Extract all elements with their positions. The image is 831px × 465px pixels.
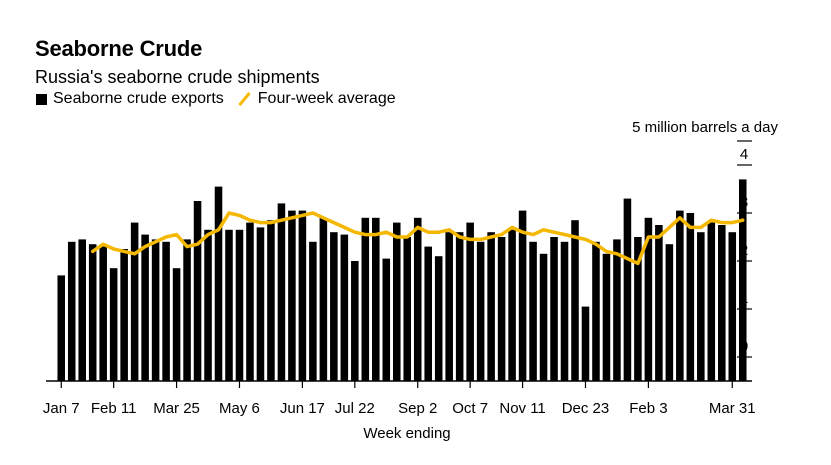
x-tick-label-1: Feb 11 <box>91 400 137 417</box>
y-tick-label-4: 4 <box>740 146 748 163</box>
x-tick-label-3: May 6 <box>219 400 260 417</box>
x-tick-label-2: Mar 25 <box>153 400 200 417</box>
bar-65 <box>738 179 747 381</box>
x-axis-title: Week ending <box>363 425 450 442</box>
bar-61 <box>697 232 705 381</box>
bar-38 <box>455 232 464 381</box>
bar-24 <box>309 241 317 381</box>
bar-6 <box>120 249 128 381</box>
bar-22 <box>288 210 296 381</box>
bar-60 <box>686 213 695 381</box>
bar-23 <box>298 210 307 381</box>
bar-7 <box>130 222 139 381</box>
bar-25 <box>319 217 328 381</box>
bar-39 <box>466 222 474 381</box>
bar-64 <box>728 232 737 381</box>
bar-27 <box>340 234 349 381</box>
x-tick-label-5: Jul 22 <box>335 400 375 417</box>
bar-15 <box>214 186 223 381</box>
bar-42 <box>497 237 506 381</box>
legend-bar-swatch <box>36 93 47 105</box>
bar-18 <box>246 222 254 381</box>
bar-57 <box>655 225 663 381</box>
bar-16 <box>225 229 233 381</box>
legend: Seaborne crude exports Four-week average <box>36 90 396 108</box>
bar-5 <box>109 268 118 381</box>
legend-label-average: Four-week average <box>257 90 396 107</box>
bar-52 <box>602 253 611 381</box>
legend-item-exports: Seaborne crude exports <box>36 90 224 108</box>
bar-50 <box>581 306 590 381</box>
bar-21 <box>277 203 286 381</box>
bar-35 <box>424 246 432 381</box>
y-tick-label-1: 1 <box>740 290 748 307</box>
bar-47 <box>550 237 558 381</box>
bar-29 <box>361 217 370 381</box>
chart-title: Seaborne Crude <box>35 36 203 61</box>
x-tick-label-8: Nov 11 <box>499 400 545 417</box>
bar-9 <box>151 239 160 381</box>
bar-54 <box>623 198 632 381</box>
bar-8 <box>141 234 149 381</box>
bar-63 <box>718 225 726 381</box>
bar-49 <box>571 220 579 381</box>
x-tick-label-11: Mar 31 <box>709 400 756 417</box>
bar-3 <box>88 244 97 381</box>
bar-12 <box>183 239 191 381</box>
bar-30 <box>372 217 380 381</box>
bar-20 <box>267 220 275 381</box>
legend-label-exports: Seaborne crude exports <box>53 90 224 107</box>
y-tick-label-2: 2 <box>740 242 748 259</box>
bar-32 <box>392 222 401 381</box>
bar-13 <box>193 201 202 381</box>
bar-62 <box>707 222 716 381</box>
bars-group <box>57 179 747 381</box>
axes-group: Jan 7 Feb 11 Mar 25 May 6 Jun 17 Jul 22 Sep 2 O… <box>43 119 779 442</box>
bar-34 <box>413 217 422 381</box>
x-tick-label-4: Jun 17 <box>280 400 325 417</box>
bar-0 <box>57 275 66 381</box>
x-tick-label-10: Feb 3 <box>629 400 667 417</box>
bar-2 <box>78 239 86 381</box>
bar-48 <box>560 241 569 381</box>
bar-59 <box>676 210 684 381</box>
x-tick-label-6: Sep 2 <box>398 400 437 417</box>
average-line <box>90 211 745 266</box>
bar-31 <box>382 258 391 381</box>
bar-17 <box>235 229 244 381</box>
bar-56 <box>644 217 653 381</box>
y-tick-label-3: 3 <box>740 194 748 211</box>
x-tick-label-7: Oct 7 <box>452 400 488 417</box>
bar-58 <box>665 244 674 381</box>
bar-26 <box>330 232 338 381</box>
bar-43 <box>508 229 516 381</box>
bar-46 <box>539 253 548 381</box>
bar-40 <box>476 241 485 381</box>
y-unit-label: 5 million barrels a day <box>632 119 778 136</box>
bar-33 <box>403 237 412 381</box>
y-tick-label-0: 0 <box>740 338 748 355</box>
x-tick-label-9: Dec 23 <box>562 400 610 417</box>
legend-item-average: Four-week average <box>230 90 396 108</box>
bar-10 <box>162 241 170 381</box>
bar-4 <box>99 246 107 381</box>
bar-44 <box>518 210 527 381</box>
bar-55 <box>634 237 642 381</box>
bar-11 <box>172 268 181 381</box>
bar-37 <box>445 232 453 381</box>
bar-28 <box>351 261 359 381</box>
x-tick-label-0: Jan 7 <box>43 400 80 417</box>
bar-14 <box>204 229 212 381</box>
average-line-group <box>90 211 745 266</box>
bar-1 <box>67 241 76 381</box>
bar-41 <box>487 232 495 381</box>
bar-36 <box>434 256 443 381</box>
bar-53 <box>613 239 621 381</box>
bar-19 <box>256 227 265 381</box>
chart-subtitle: Russia's seaborne crude shipments <box>35 67 320 87</box>
bar-51 <box>592 241 600 381</box>
bar-45 <box>529 241 537 381</box>
